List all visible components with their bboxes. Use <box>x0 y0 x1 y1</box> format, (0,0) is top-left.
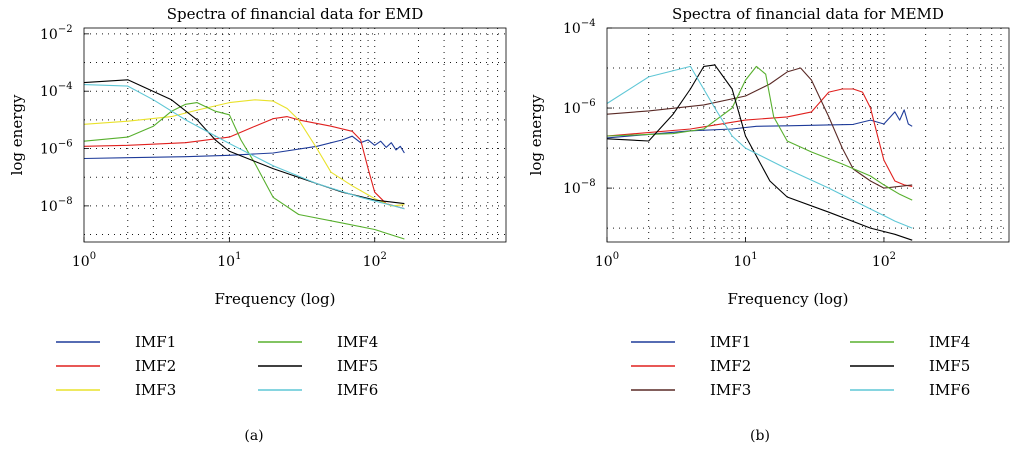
chart-title: Spectra of financial data for EMD <box>167 5 424 23</box>
series-line-imf1 <box>83 135 405 160</box>
chart-title: Spectra of financial data for MEMD <box>672 5 944 23</box>
series-line-imf4 <box>83 102 405 240</box>
series-line-imf1 <box>606 109 913 139</box>
legend-label-imf5: IMF5 <box>929 357 970 375</box>
x-tick-label: 102 <box>363 251 387 270</box>
legend-label-imf4: IMF4 <box>929 333 970 351</box>
x-tick-label: 101 <box>217 251 241 270</box>
series-line-imf2 <box>83 116 405 210</box>
y-tick-label: 10−4 <box>40 81 73 100</box>
y-tick-label: 10−2 <box>40 24 73 43</box>
series-line-imf3 <box>83 99 405 207</box>
x-tick-label: 100 <box>72 251 96 270</box>
series-line-imf2 <box>606 88 913 187</box>
legend-label-imf4: IMF4 <box>337 333 378 351</box>
x-axis-label: Frequency (log) <box>727 290 848 308</box>
series-line-imf5 <box>83 79 405 205</box>
legend-label-imf1: IMF1 <box>135 333 176 351</box>
panel-b: Spectra of financial data for MEMD 100 101… <box>527 5 1010 444</box>
y-tick-label: 10−8 <box>563 178 596 197</box>
y-tick-label: 10−4 <box>563 18 596 37</box>
y-axis-label: log energy <box>527 94 545 175</box>
plot-frame <box>606 27 1010 243</box>
panel-caption: (b) <box>750 428 770 444</box>
y-tick-label: 10−8 <box>40 196 73 215</box>
legend-label-imf2: IMF2 <box>710 357 751 375</box>
y-tick-label: 10−6 <box>40 139 73 158</box>
legend-label-imf3: IMF3 <box>135 381 176 399</box>
x-tick-label: 102 <box>872 251 896 270</box>
panel-a: Spectra of financial data for EMD 100 101 1… <box>8 5 507 444</box>
legend-label-imf2: IMF2 <box>135 357 176 375</box>
series-line-imf3 <box>606 67 913 189</box>
x-axis-label: Frequency (log) <box>214 290 335 308</box>
series-line-imf4 <box>606 65 913 201</box>
legend-label-imf1: IMF1 <box>710 333 751 351</box>
plot-frame <box>83 27 507 243</box>
grid-lines <box>607 28 1009 242</box>
series-lines <box>83 79 405 240</box>
legend-label-imf6: IMF6 <box>929 381 970 399</box>
legend-label-imf3: IMF3 <box>710 381 751 399</box>
y-tick-label: 10−6 <box>563 98 596 117</box>
panel-caption: (a) <box>244 428 263 444</box>
legend: IMF1 IMF2 IMF3 IMF4 IMF5 IMF6 <box>631 333 970 399</box>
legend: IMF1 IMF2 IMF3 IMF4 IMF5 IMF6 <box>56 333 378 399</box>
legend-label-imf6: IMF6 <box>337 381 378 399</box>
x-tick-label: 100 <box>595 251 619 270</box>
series-line-imf6 <box>606 65 913 229</box>
series-line-imf5 <box>606 64 913 241</box>
series-lines <box>606 64 913 241</box>
legend-label-imf5: IMF5 <box>337 357 378 375</box>
y-axis-label: log energy <box>8 94 26 175</box>
x-tick-label: 101 <box>733 251 757 270</box>
series-line-imf6 <box>83 84 405 210</box>
grid-lines <box>84 28 506 242</box>
